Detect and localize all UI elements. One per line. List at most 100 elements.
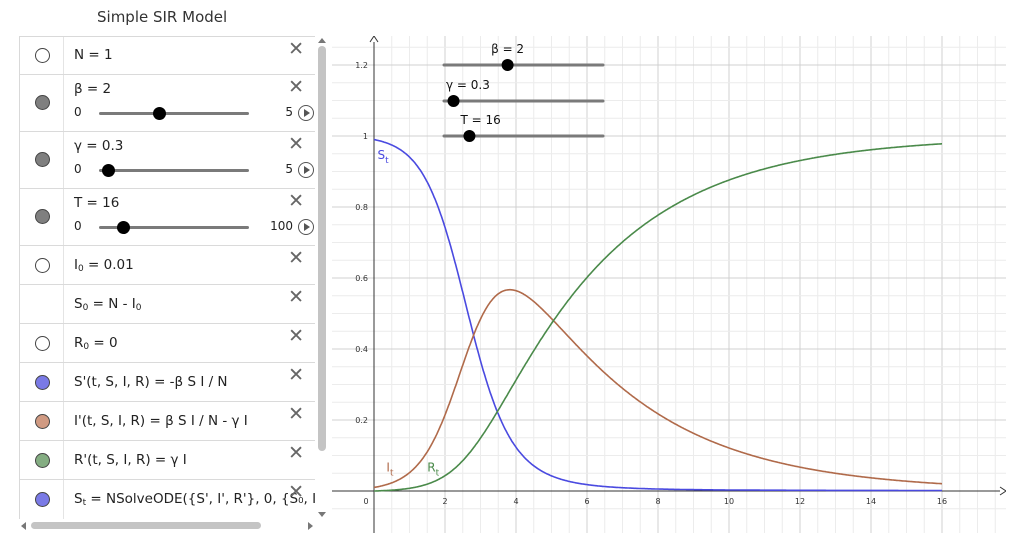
gamma-slider-knob[interactable] (447, 95, 460, 107)
algebra-expression[interactable]: S0 = N - I0 (74, 296, 141, 313)
delete-icon[interactable]: ✕ (288, 133, 304, 155)
marble-cell (20, 285, 64, 323)
delete-icon[interactable]: ✕ (288, 190, 304, 212)
expression-text: S'(t, S, I, R) = -β S I / N (74, 374, 228, 390)
marble-cell (20, 37, 64, 74)
algebra-vertical-scrollbar[interactable] (315, 36, 329, 520)
x-tick-label: 4 (513, 497, 518, 506)
scroll-up-icon[interactable] (318, 38, 326, 43)
graphics-view[interactable]: 0 2 4 6 8 10 12 14 16 0.2 0.4 0.6 0.8 1 1.2 St It Rt β = 2… (332, 36, 1006, 533)
visibility-toggle-icon[interactable] (35, 209, 50, 224)
visibility-toggle-icon[interactable] (35, 258, 50, 273)
scroll-right-icon[interactable] (308, 522, 313, 530)
marble-cell (20, 402, 64, 440)
delete-icon[interactable]: ✕ (288, 38, 304, 60)
algebra-expression[interactable]: β = 2 (74, 81, 111, 97)
expression-text: N = 1 (74, 47, 113, 63)
marble-cell (20, 246, 64, 284)
algebra-horizontal-scrollbar[interactable] (19, 519, 315, 533)
expression-text: I (74, 257, 78, 273)
x-tick-label: 12 (795, 497, 805, 506)
algebra-view: N = 1 ✕ β = 2 ✕ 0 5 γ = 0.3 ✕ 0 5 T = 16 ✕ 0 100 I0 = … (19, 36, 329, 533)
algebra-row-11[interactable]: St = NSolveODE({S', I', R'}, 0, {S₀, I₀,… (20, 480, 329, 520)
x-tick-label: 10 (724, 497, 734, 506)
play-animation-icon[interactable] (298, 219, 314, 235)
algebra-row-5[interactable]: I0 = 0.01 ✕ (20, 246, 316, 285)
algebra-row-2[interactable]: β = 2 ✕ 0 5 (20, 75, 316, 132)
x-tick-label: 8 (655, 497, 660, 506)
marble-cell (20, 324, 64, 362)
t-slider-knob[interactable] (463, 130, 476, 142)
visibility-toggle-icon[interactable] (35, 492, 50, 507)
sir-plot[interactable]: 0 2 4 6 8 10 12 14 16 0.2 0.4 0.6 0.8 1 1.2 St It Rt β = 2… (332, 36, 1006, 533)
algebra-expression[interactable]: S'(t, S, I, R) = -β S I / N (74, 374, 228, 390)
visibility-toggle-icon[interactable] (35, 414, 50, 429)
slider-knob[interactable] (117, 221, 130, 234)
play-animation-icon[interactable] (298, 162, 314, 178)
visibility-toggle-icon[interactable] (35, 95, 50, 110)
algebra-expression[interactable]: R'(t, S, I, R) = γ I (74, 452, 187, 468)
curve-st[interactable] (373, 138, 942, 492)
visibility-toggle-icon[interactable] (35, 453, 50, 468)
x-tick-label: 0 (363, 497, 368, 506)
curve-rt[interactable] (374, 143, 942, 492)
slider-knob[interactable] (153, 107, 166, 120)
expression-text: S (74, 491, 83, 507)
visibility-toggle-icon[interactable] (35, 375, 50, 390)
marble-cell (20, 441, 64, 479)
play-animation-icon[interactable] (298, 105, 314, 121)
scroll-left-icon[interactable] (21, 522, 26, 530)
visibility-toggle-icon[interactable] (35, 336, 50, 351)
y-tick-label: 0.2 (355, 416, 368, 425)
algebra-row-9[interactable]: I'(t, S, I, R) = β S I / N - γ I ✕ (20, 402, 316, 441)
slider-min: 0 (74, 219, 82, 233)
delete-icon[interactable]: ✕ (288, 442, 304, 464)
slider-track[interactable] (99, 107, 249, 120)
algebra-row-10[interactable]: R'(t, S, I, R) = γ I ✕ (20, 441, 316, 480)
algebra-row-7[interactable]: R0 = 0 ✕ (20, 324, 316, 363)
delete-icon[interactable]: ✕ (288, 286, 304, 308)
algebra-row-1[interactable]: N = 1 ✕ (20, 37, 316, 75)
delete-icon[interactable]: ✕ (288, 76, 304, 98)
algebra-row-6[interactable]: S0 = N - I0 ✕ (20, 285, 316, 324)
expression-text: γ = 0.3 (74, 138, 124, 154)
algebra-expression[interactable]: I0 = 0.01 (74, 257, 134, 274)
algebra-expression[interactable]: γ = 0.3 (74, 138, 123, 154)
x-tick-label: 16 (937, 497, 947, 506)
algebra-row-3[interactable]: γ = 0.3 ✕ 0 5 (20, 132, 316, 189)
algebra-expression[interactable]: R0 = 0 (74, 335, 118, 352)
gamma-slider-label: γ = 0.3 (446, 78, 490, 92)
beta-slider-knob[interactable] (501, 59, 514, 71)
visibility-toggle-icon[interactable] (35, 152, 50, 167)
scroll-down-icon[interactable] (318, 512, 326, 517)
x-tick-label: 2 (442, 497, 447, 506)
algebra-row-4[interactable]: T = 16 ✕ 0 100 (20, 189, 316, 246)
delete-icon[interactable]: ✕ (288, 364, 304, 386)
expression-text: = 0.01 (83, 257, 134, 273)
vertical-scroll-thumb[interactable] (318, 46, 326, 451)
algebra-slider[interactable]: 0 100 (74, 219, 314, 235)
slider-track[interactable] (99, 164, 249, 177)
delete-icon[interactable]: ✕ (288, 403, 304, 425)
algebra-expression[interactable]: N = 1 (74, 47, 113, 63)
delete-icon[interactable]: ✕ (288, 247, 304, 269)
curve-it[interactable] (373, 288, 942, 489)
horizontal-scroll-thumb[interactable] (31, 522, 261, 529)
expression-text: I'(t, S, I, R) = β S I / N - γ I (74, 413, 248, 429)
visibility-toggle-icon[interactable] (35, 48, 50, 63)
expression-text: β = 2 (74, 81, 112, 97)
y-tick-label: 0.6 (355, 274, 368, 283)
delete-icon[interactable]: ✕ (288, 481, 304, 503)
algebra-expression[interactable]: T = 16 (74, 195, 119, 211)
slider-track[interactable] (99, 221, 249, 234)
subscript: 0 (77, 264, 84, 274)
curve-label-rt: Rt (427, 460, 439, 478)
expression-text: = NSolveODE({S', I', R'}, 0, {S₀, I₀, R₀ (86, 491, 329, 507)
delete-icon[interactable]: ✕ (288, 325, 304, 347)
algebra-expression[interactable]: I'(t, S, I, R) = β S I / N - γ I (74, 413, 248, 429)
algebra-expression[interactable]: St = NSolveODE({S', I', R'}, 0, {S₀, I₀,… (74, 491, 329, 508)
algebra-row-8[interactable]: S'(t, S, I, R) = -β S I / N ✕ (20, 363, 316, 402)
slider-knob[interactable] (102, 164, 115, 177)
